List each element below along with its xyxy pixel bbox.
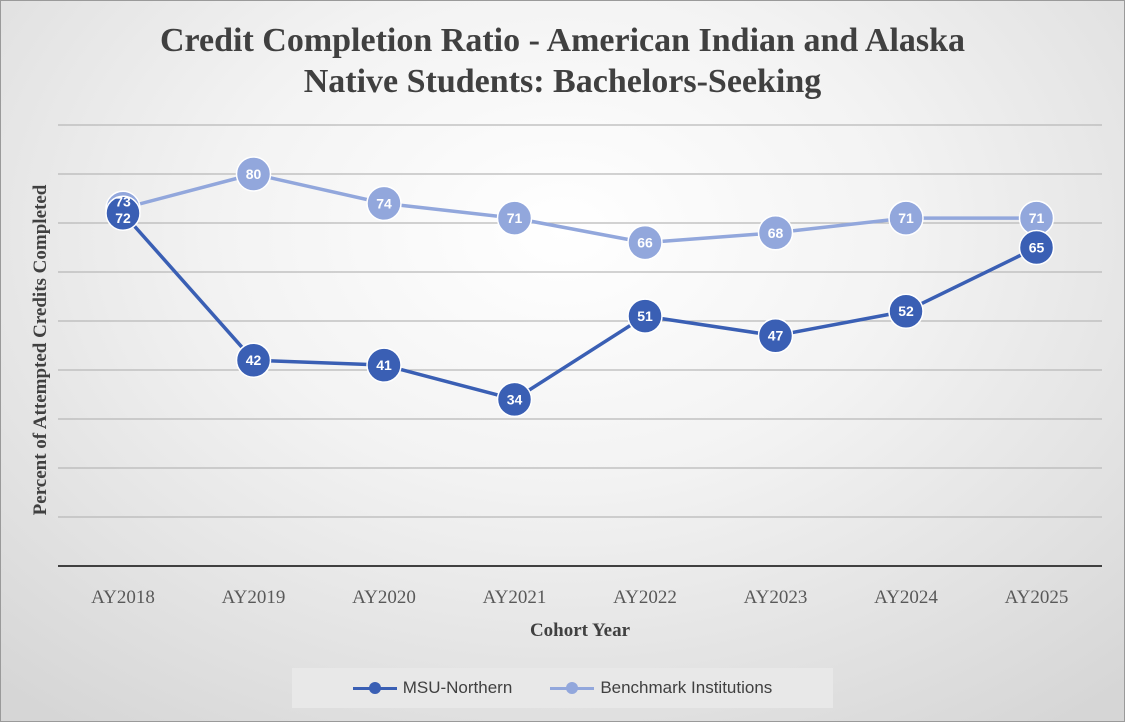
gridlines: [58, 124, 1102, 518]
legend-item: Benchmark Institutions: [550, 678, 772, 698]
data-point: [105, 195, 141, 231]
data-point: [366, 185, 402, 222]
data-label: 71: [507, 210, 523, 226]
data-point: [235, 156, 272, 192]
x-tick-label: AY2024: [874, 587, 938, 608]
data-label: 80: [246, 166, 262, 182]
series-line-2: [122, 172, 1037, 245]
data-label: 51: [637, 308, 653, 324]
x-tick-label: AY2023: [744, 587, 808, 608]
legend-label: Benchmark Institutions: [600, 678, 773, 697]
y-axis-label: Percent of Attempted Credits Completed: [30, 184, 51, 515]
data-point: [366, 347, 402, 383]
data-label: 68: [768, 225, 784, 241]
data-label: 42: [246, 352, 262, 368]
x-tick-labels: AY2018 AY2019 AY2020 AY2021 AY2022 AY2023 AY20…: [91, 587, 1068, 608]
series-layer: 73 80 74 71 66 68 71 71 72 42 41 34 51 47 52 65: [105, 156, 1055, 418]
data-point: [757, 215, 794, 251]
data-label: 66: [637, 235, 653, 251]
legend-swatch: [550, 682, 595, 694]
data-point: [757, 317, 794, 354]
data-point: [496, 200, 533, 236]
data-label: 52: [898, 303, 914, 319]
data-point: [888, 200, 924, 236]
x-tick-label: AY2020: [352, 587, 416, 608]
data-point: [1018, 229, 1055, 266]
data-label: 34: [507, 391, 523, 407]
data-point: [888, 293, 924, 329]
data-label: 71: [898, 210, 914, 226]
legend-label: MSU-Northern: [402, 678, 513, 697]
x-tick-label: AY2021: [483, 587, 547, 608]
x-axis-label: Cohort Year: [530, 620, 631, 641]
x-tick-label: AY2025: [1005, 587, 1069, 608]
chart-title-line-2: Native Students: Bachelors-Seeking: [303, 63, 822, 100]
data-point: [496, 381, 533, 418]
data-label: 65: [1029, 240, 1045, 256]
chart-title-line-1: Credit Completion Ratio - American India…: [159, 22, 966, 59]
data-point: [627, 224, 663, 261]
legend: MSU-Northern Benchmark Institutions: [292, 668, 833, 708]
x-tick-label: AY2019: [222, 587, 286, 608]
data-label: 74: [376, 195, 392, 211]
data-point: [627, 298, 663, 334]
data-point: [235, 342, 272, 378]
x-tick-label: AY2022: [613, 587, 677, 608]
chart-title: Credit Completion Ratio - American India…: [0, 20, 1125, 102]
data-label: 73: [115, 193, 131, 209]
data-label: 47: [768, 328, 784, 344]
legend-swatch: [352, 682, 397, 694]
x-tick-label: AY2018: [91, 587, 155, 608]
data-label: 41: [376, 357, 392, 373]
data-label: 71: [1029, 210, 1045, 226]
data-label: 72: [115, 210, 131, 226]
legend-item: MSU-Northern: [352, 678, 513, 698]
series-line-1: [121, 212, 1038, 402]
